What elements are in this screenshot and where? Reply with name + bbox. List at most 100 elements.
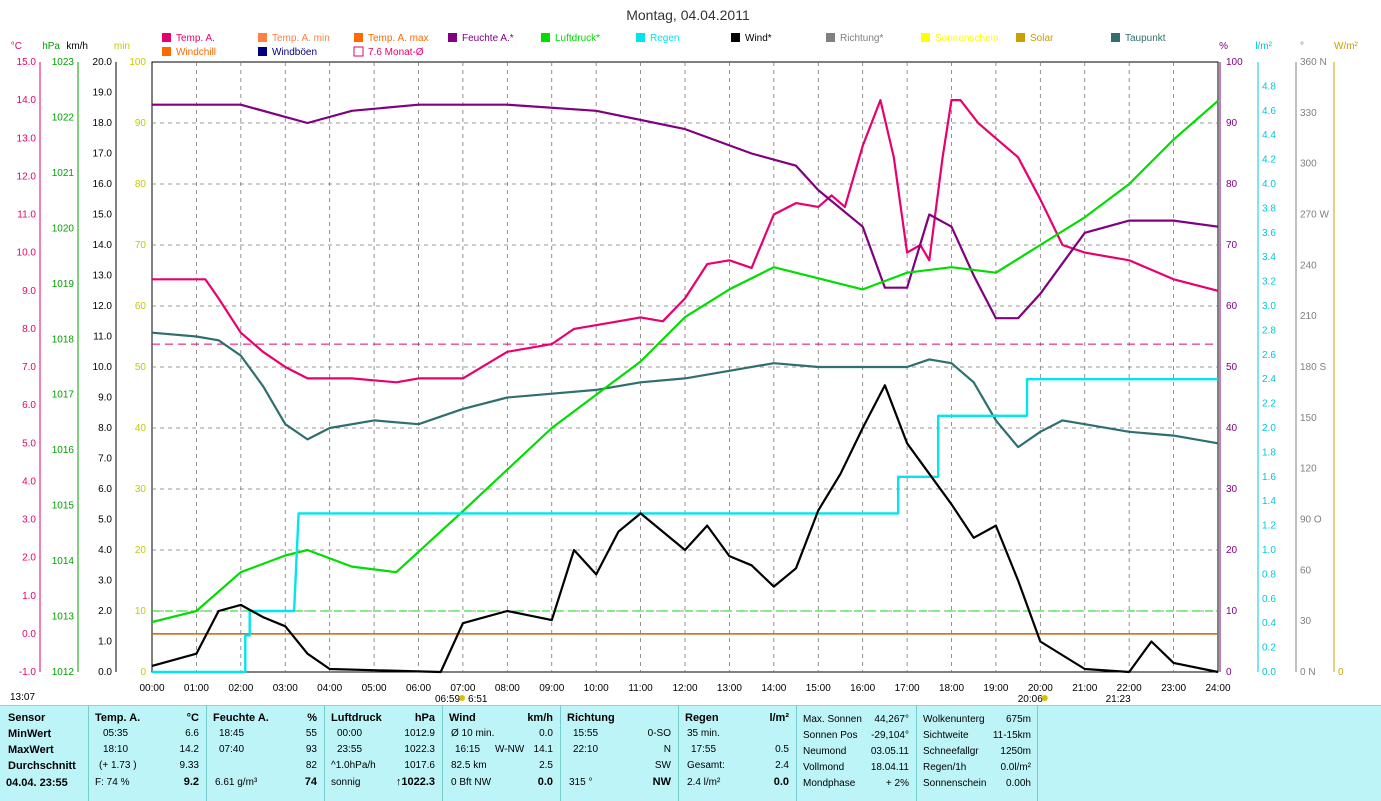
hum-tick-7: 30 — [1226, 484, 1238, 495]
wind-run-label: 82.5 km — [451, 760, 487, 771]
press-avg-value: 1017.6 — [404, 760, 435, 771]
x-tick-0: 00:00 — [139, 683, 164, 694]
rain-tick-14: 2.0 — [1262, 423, 1276, 434]
rain-current-label: 2.4 l/m² — [687, 777, 721, 788]
series-line-5 — [151, 384, 1219, 674]
sunrise-time: 06:59 — [435, 694, 460, 705]
rain-tick-11: 2.6 — [1262, 350, 1276, 361]
dir-r2-value: N — [663, 744, 671, 755]
legend-label-9: Solar — [1030, 33, 1054, 44]
sun-tick-10: 0 — [140, 667, 146, 678]
rain-column: Regen l/m² 35 min. 17:55 0.5 Gesamt: 2.4… — [678, 706, 797, 801]
press-tick-0: 1023 — [52, 57, 75, 68]
x-tick-5: 05:00 — [362, 683, 387, 694]
wind-head: Wind — [449, 712, 476, 724]
legend-swatch-1 — [258, 33, 267, 42]
temp-current-value: 9.2 — [183, 776, 199, 788]
temp-unit: °C — [186, 712, 199, 724]
x-tick-11: 11:00 — [628, 683, 653, 694]
rain-tick-3: 4.2 — [1262, 155, 1276, 166]
weather-chart: Montag, 04.04.2011 Temp. A. Temp. A. min T… — [10, 7, 1359, 705]
unit-wind: km/h — [66, 41, 88, 52]
x-tick-1: 01:00 — [184, 683, 209, 694]
legend-label-12: Windböen — [272, 47, 317, 58]
sun-tick-3: 70 — [135, 240, 147, 251]
legend-swatch-13 — [353, 46, 364, 57]
astro-value-1: -29,104° — [871, 730, 909, 741]
wind-tick-20: 0.0 — [98, 667, 112, 678]
sun-tick-9: 10 — [135, 606, 147, 617]
cloud-value-1: 11-15km — [992, 730, 1031, 741]
civil-rise-time: 6:51 — [468, 694, 488, 705]
dir-tick-2: 300 — [1300, 159, 1317, 170]
legend-swatch-8 — [921, 33, 930, 42]
rain-total-value: 2.4 — [775, 760, 789, 771]
humidity-column: Feuchte A. % 18:45 55 07:40 93 82 6.61 g… — [206, 706, 325, 801]
rain-unit: l/m² — [769, 712, 789, 724]
press-trend: ^1.0hPa/h — [331, 760, 376, 771]
press-head: Luftdruck — [331, 712, 382, 724]
wind-current-label: 0 Bft NW — [451, 777, 492, 788]
dir-tick-6: 180 S — [1300, 362, 1326, 373]
rain-duration: 35 min. — [687, 728, 720, 739]
current-timestamp: 04.04. 23:55 — [6, 777, 68, 789]
wind-tick-15: 5.0 — [98, 515, 112, 526]
press-tick-8: 1015 — [52, 501, 75, 512]
rain-tick-21: 0.6 — [1262, 594, 1276, 605]
x-tick-20: 20:00 — [1028, 683, 1053, 694]
rain-tick-24: 0.0 — [1262, 667, 1276, 678]
dir-current-label: 315 ° — [569, 777, 593, 788]
civil-set-time: 21:23 — [1106, 694, 1131, 705]
rain-tick-15: 1.8 — [1262, 447, 1276, 458]
dir-current-value: NW — [652, 776, 671, 788]
rain-tick-2: 4.4 — [1262, 130, 1276, 141]
x-tick-23: 23:00 — [1161, 683, 1186, 694]
reference-lines — [152, 343, 1218, 635]
temp-tick-11: 4.0 — [22, 476, 36, 487]
wind-column: Wind km/h Ø 10 min. 0.0 16:15 W-NW 14.1 … — [442, 706, 561, 801]
wind-tick-3: 17.0 — [93, 149, 113, 160]
astro-label-2: Neumond — [803, 746, 847, 757]
legend-swatch-6 — [731, 33, 740, 42]
press-tick-7: 1016 — [52, 445, 75, 456]
rain-tick-20: 0.8 — [1262, 569, 1276, 580]
wind-tick-14: 6.0 — [98, 484, 112, 495]
astro-value-0: 44,267° — [874, 714, 909, 725]
hum-min-value: 55 — [305, 728, 317, 739]
temp-tick-6: 9.0 — [22, 286, 36, 297]
temp-tick-15: 0.0 — [22, 629, 36, 640]
press-tick-11: 1012 — [52, 667, 75, 678]
unit-sun: min — [114, 41, 130, 52]
hum-tick-4: 60 — [1226, 301, 1238, 312]
press-min-value: 1012.9 — [404, 728, 435, 739]
hum-max-time: 07:40 — [219, 744, 245, 755]
hum-tick-1: 90 — [1226, 118, 1238, 129]
dir-tick-11: 30 — [1300, 616, 1312, 627]
wind-tick-17: 3.0 — [98, 576, 112, 587]
cloud-column: Wolkenunterg 675m Sichtweite 11-15km Sch… — [916, 706, 1038, 801]
legend-swatch-3 — [448, 33, 457, 42]
sun-tick-5: 50 — [135, 362, 147, 373]
sun-tick-7: 30 — [135, 484, 147, 495]
wind-max-value: 14.1 — [533, 744, 553, 755]
dir-tick-12: 0 N — [1300, 667, 1316, 678]
cloud-label-1: Sichtweite — [923, 730, 969, 741]
press-tick-4: 1019 — [52, 279, 75, 290]
legend-label-4: Luftdruck* — [555, 33, 600, 44]
sun-tick-6: 40 — [135, 423, 147, 434]
rain-tick-10: 2.8 — [1262, 325, 1276, 336]
pressure-column: Luftdruck hPa 00:00 1012.9 23:55 1022.3 … — [324, 706, 443, 801]
temp-tick-1: 14.0 — [17, 95, 37, 106]
direction-column: Richtung 15:55 0-SO 22:10 N SW 315 ° NW — [560, 706, 679, 801]
wind-tick-13: 7.0 — [98, 454, 112, 465]
row-avg-label: Durchschnitt — [8, 760, 76, 772]
wind-max-time: 16:15 — [455, 744, 481, 755]
rain-tick-13: 2.2 — [1262, 399, 1276, 410]
press-unit: hPa — [414, 712, 435, 724]
astro-value-4: + 2% — [885, 778, 909, 789]
rain-max-value: 0.5 — [775, 744, 789, 755]
x-tick-22: 22:00 — [1117, 683, 1142, 694]
press-current-value: ↑1022.3 — [395, 776, 435, 788]
x-tick-13: 13:00 — [717, 683, 742, 694]
dir-tick-8: 120 — [1300, 464, 1317, 475]
